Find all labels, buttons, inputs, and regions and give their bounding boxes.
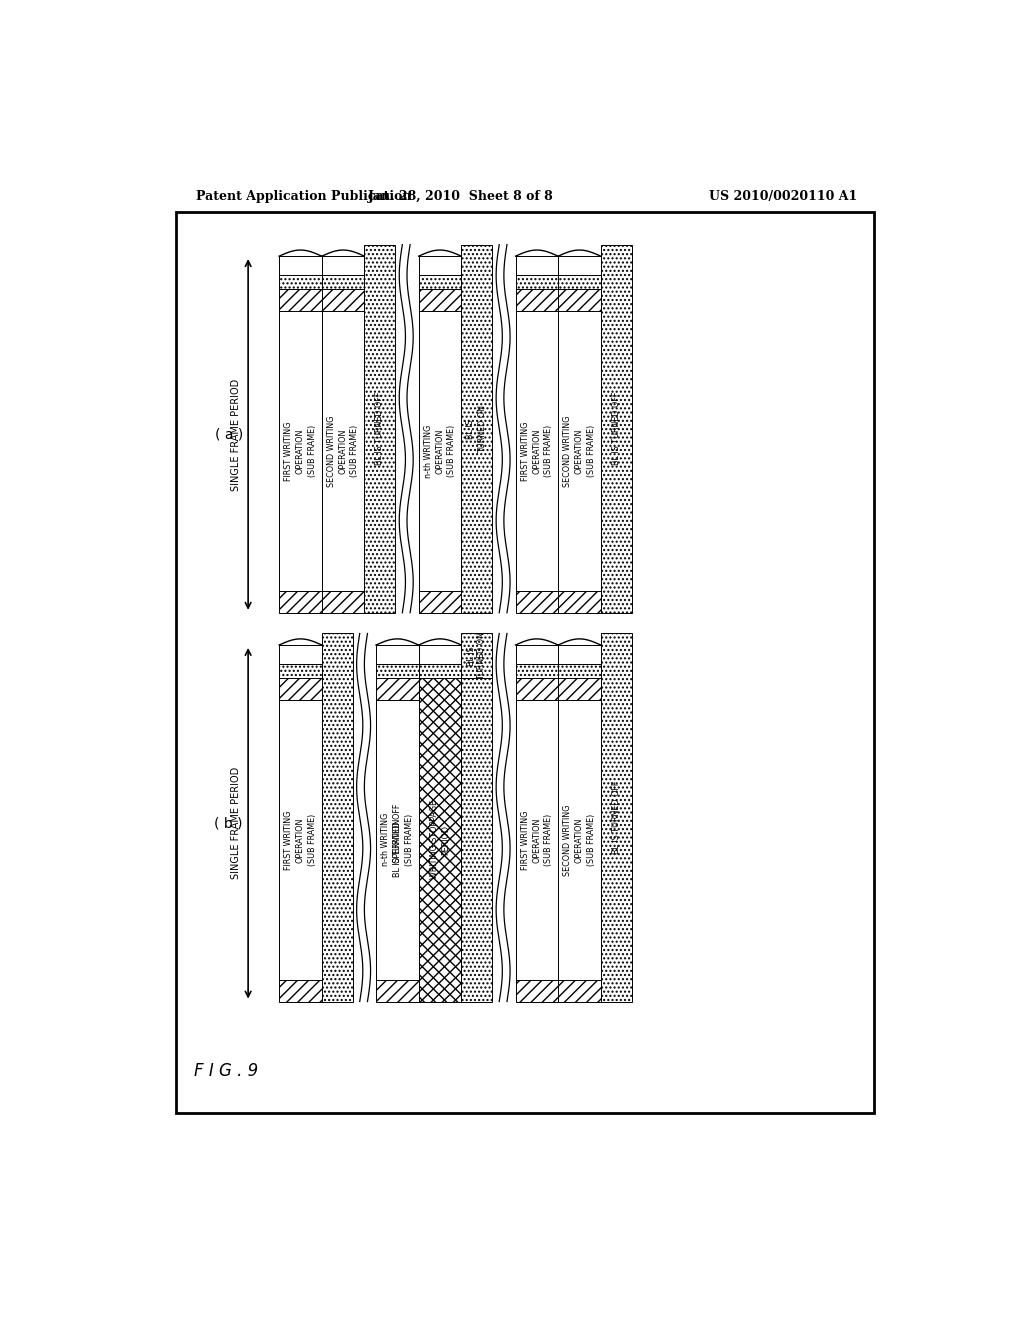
Bar <box>515 591 558 612</box>
Bar <box>280 312 322 591</box>
Text: BL IS
TURNED ON: BL IS TURNED ON <box>466 405 487 453</box>
Text: n-th WRITING
OPERATION
(SUB FRAME): n-th WRITING OPERATION (SUB FRAME) <box>424 424 457 478</box>
Bar <box>419 256 461 276</box>
Text: SECOND WRITING
OPERATION
(SUB FRAME): SECOND WRITING OPERATION (SUB FRAME) <box>563 416 596 487</box>
Bar <box>280 289 322 312</box>
Bar <box>558 664 601 678</box>
Text: FIRST WRITING
OPERATION
(SUB FRAME): FIRST WRITING OPERATION (SUB FRAME) <box>284 810 316 870</box>
Bar <box>515 289 558 312</box>
Bar <box>376 664 419 678</box>
Bar <box>515 664 558 678</box>
Text: WRITING STOPPAGE
PERIOD: WRITING STOPPAGE PERIOD <box>429 800 451 879</box>
Bar <box>515 700 558 979</box>
Bar <box>419 591 461 612</box>
Bar <box>322 634 352 1002</box>
Bar <box>558 979 601 1002</box>
Bar <box>280 276 322 289</box>
Text: BL IS TURNED OFF: BL IS TURNED OFF <box>611 781 621 854</box>
Bar <box>419 664 461 678</box>
Bar <box>601 244 632 612</box>
Bar <box>515 979 558 1002</box>
Bar <box>322 289 365 312</box>
Bar <box>322 591 365 612</box>
Text: BL IS TURNED OFF: BL IS TURNED OFF <box>376 392 384 466</box>
Text: BL IS
TURNED ON: BL IS TURNED ON <box>467 632 486 680</box>
Text: SECOND WRITING
OPERATION
(SUB FRAME): SECOND WRITING OPERATION (SUB FRAME) <box>327 416 359 487</box>
Text: Patent Application Publication: Patent Application Publication <box>197 190 412 203</box>
Text: FIRST WRITING
OPERATION
(SUB FRAME): FIRST WRITING OPERATION (SUB FRAME) <box>284 421 316 480</box>
Bar <box>515 276 558 289</box>
Bar <box>376 645 419 664</box>
Text: ( a ): ( a ) <box>215 428 243 441</box>
Text: BL IS TURNED OFF: BL IS TURNED OFF <box>611 392 621 466</box>
Bar <box>419 289 461 312</box>
Text: FIRST WRITING
OPERATION
(SUB FRAME): FIRST WRITING OPERATION (SUB FRAME) <box>520 810 553 870</box>
Bar <box>280 664 322 678</box>
Bar <box>280 591 322 612</box>
Text: SINGLE FRAME PERIOD: SINGLE FRAME PERIOD <box>230 379 241 491</box>
Bar <box>515 312 558 591</box>
Text: n-th WRITING
OPERATION
(SUB FRAME): n-th WRITING OPERATION (SUB FRAME) <box>381 813 414 866</box>
Text: SINGLE FRAME PERIOD: SINGLE FRAME PERIOD <box>230 767 241 879</box>
Bar <box>419 276 461 289</box>
Bar <box>322 256 365 276</box>
Bar <box>322 276 365 289</box>
Bar <box>601 634 632 1002</box>
Bar <box>461 634 493 678</box>
Bar <box>558 678 601 700</box>
Bar <box>558 700 601 979</box>
Bar <box>515 678 558 700</box>
Bar <box>419 678 461 1002</box>
Bar <box>515 645 558 664</box>
Bar <box>176 213 873 1113</box>
Text: F I G . 9: F I G . 9 <box>194 1061 258 1080</box>
Bar <box>558 645 601 664</box>
Bar <box>461 244 493 612</box>
Bar <box>515 256 558 276</box>
Text: ( b ): ( b ) <box>214 816 243 830</box>
Bar <box>419 678 461 1002</box>
Bar <box>280 256 322 276</box>
Text: US 2010/0020110 A1: US 2010/0020110 A1 <box>710 190 857 203</box>
Text: Jan. 28, 2010  Sheet 8 of 8: Jan. 28, 2010 Sheet 8 of 8 <box>369 190 554 203</box>
Text: FIRST WRITING
OPERATION
(SUB FRAME): FIRST WRITING OPERATION (SUB FRAME) <box>520 421 553 480</box>
Bar <box>376 700 419 979</box>
Bar <box>558 256 601 276</box>
Bar <box>280 700 322 979</box>
Bar <box>376 979 419 1002</box>
Bar <box>365 244 395 612</box>
Bar <box>280 979 322 1002</box>
Bar <box>280 678 322 700</box>
Bar <box>322 312 365 591</box>
Bar <box>280 645 322 664</box>
Text: BL IS TURNED OFF: BL IS TURNED OFF <box>393 803 401 876</box>
Text: SECOND WRITING
OPERATION
(SUB FRAME): SECOND WRITING OPERATION (SUB FRAME) <box>563 804 596 875</box>
Bar <box>558 276 601 289</box>
Bar <box>461 678 493 1002</box>
Bar <box>376 678 419 700</box>
Bar <box>419 312 461 591</box>
Bar <box>558 312 601 591</box>
Bar <box>558 591 601 612</box>
Bar <box>419 645 461 664</box>
Bar <box>558 289 601 312</box>
